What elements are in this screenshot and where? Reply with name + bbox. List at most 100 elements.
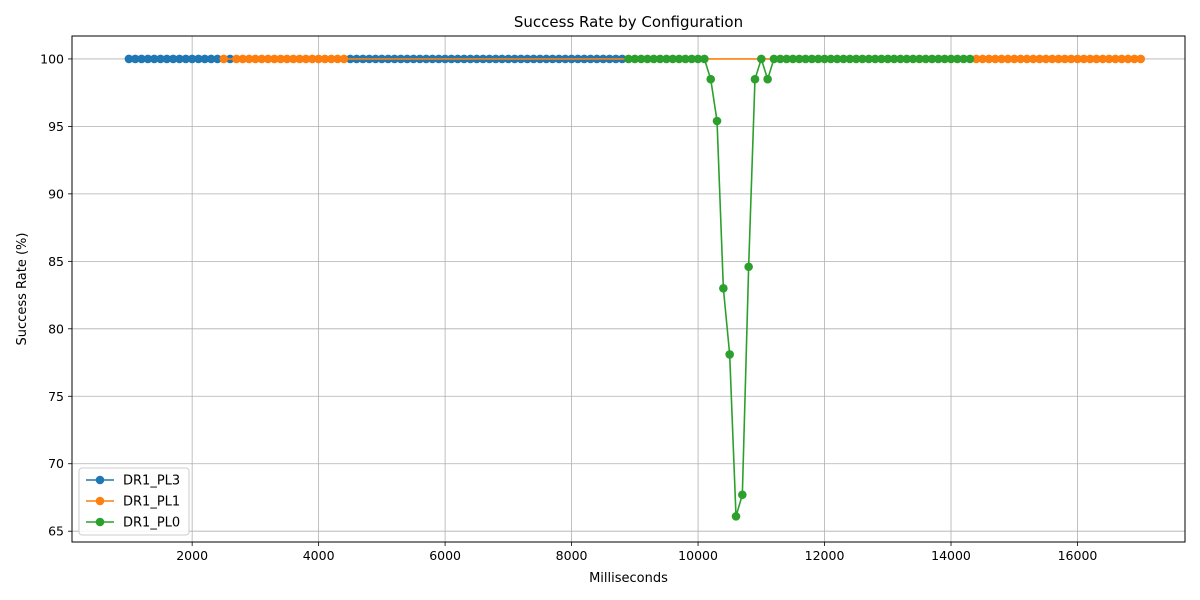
legend-swatch-marker	[95, 475, 105, 485]
data-point	[232, 54, 241, 64]
y-tick-label: 95	[48, 119, 64, 134]
data-point	[649, 54, 659, 64]
legend-label: DR1_PL1	[123, 495, 180, 510]
data-point	[238, 54, 248, 64]
data-point	[864, 54, 874, 64]
x-tick-label: 10000	[678, 548, 718, 563]
x-axis-label: Milliseconds	[589, 571, 668, 586]
data-point	[1022, 54, 1032, 64]
data-point	[763, 74, 772, 84]
data-point	[927, 54, 937, 64]
data-point	[959, 54, 968, 64]
data-point	[782, 54, 791, 64]
x-tick-label: 16000	[1058, 548, 1098, 563]
data-point	[149, 54, 159, 64]
data-point	[1092, 54, 1101, 64]
data-point	[630, 54, 640, 64]
data-point	[870, 54, 880, 64]
data-point	[984, 54, 994, 64]
data-point	[1079, 54, 1089, 64]
plot-area	[72, 36, 1185, 542]
data-point	[624, 54, 633, 64]
data-point	[1003, 54, 1013, 64]
data-point	[851, 54, 861, 64]
data-point	[1130, 54, 1139, 64]
data-point	[263, 54, 273, 64]
data-point	[244, 54, 254, 64]
data-point	[681, 54, 690, 64]
data-point	[902, 54, 912, 64]
x-tick-label: 2000	[176, 548, 208, 563]
data-point	[725, 350, 734, 359]
data-point	[1028, 54, 1038, 64]
data-point	[693, 54, 703, 64]
data-point	[1016, 54, 1025, 64]
data-point	[333, 54, 342, 64]
data-point	[194, 54, 203, 64]
data-point	[181, 54, 191, 64]
x-tick-label: 6000	[429, 548, 461, 563]
series-layer	[124, 54, 1146, 521]
data-point	[137, 54, 146, 64]
data-point	[295, 54, 304, 64]
data-point	[744, 262, 753, 272]
data-point	[1085, 54, 1095, 64]
data-point	[175, 54, 184, 64]
plot-frame	[71, 35, 1186, 543]
data-point	[308, 54, 317, 64]
data-point	[1066, 54, 1076, 64]
data-point	[1117, 54, 1127, 64]
data-point	[858, 54, 867, 64]
data-point	[314, 54, 323, 64]
chart-title: Success Rate by Configuration	[514, 13, 743, 31]
data-point	[162, 54, 172, 64]
data-point	[143, 54, 153, 64]
data-point	[757, 54, 766, 64]
data-point	[1047, 54, 1057, 64]
data-point	[940, 54, 949, 64]
series-dr1-pl1	[219, 54, 1146, 64]
data-point	[213, 54, 222, 64]
y-tick-label: 65	[48, 524, 64, 539]
y-tick-label: 80	[48, 321, 64, 336]
data-point	[156, 54, 165, 64]
data-point	[1035, 54, 1044, 64]
data-point	[915, 54, 924, 64]
x-tick-label: 4000	[303, 548, 335, 563]
x-tick-label: 12000	[805, 548, 845, 563]
data-point	[801, 54, 810, 64]
data-point	[257, 54, 267, 64]
data-point	[769, 54, 779, 64]
data-point	[934, 54, 943, 64]
data-point	[946, 54, 956, 64]
data-point	[997, 54, 1006, 64]
data-point	[820, 54, 829, 64]
y-tick-label: 85	[48, 254, 64, 269]
data-point	[883, 54, 893, 64]
data-point	[807, 54, 817, 64]
data-point	[750, 74, 760, 84]
series-dr1-pl0	[624, 54, 975, 521]
data-point	[339, 54, 349, 64]
data-point	[738, 490, 747, 500]
data-point	[972, 54, 981, 64]
legend-swatch-marker	[95, 517, 105, 527]
data-point	[700, 54, 709, 64]
data-point	[712, 116, 722, 126]
data-point	[813, 54, 823, 64]
data-point	[1111, 54, 1120, 64]
data-point	[719, 284, 728, 293]
y-tick-label: 90	[48, 186, 64, 201]
axis-ticks: 2000 4000 6000 8000 10000 12000 14000 16000 65 70…	[40, 51, 1097, 563]
data-point	[662, 54, 671, 64]
data-point	[643, 54, 652, 64]
data-point	[1104, 54, 1114, 64]
data-point	[965, 54, 975, 64]
data-point	[130, 54, 140, 64]
data-point	[877, 54, 886, 64]
legend-label: DR1_PL0	[123, 516, 180, 531]
x-tick-label: 14000	[931, 548, 971, 563]
data-point	[1060, 54, 1070, 64]
data-point	[1136, 54, 1146, 64]
legend-box	[78, 467, 190, 536]
